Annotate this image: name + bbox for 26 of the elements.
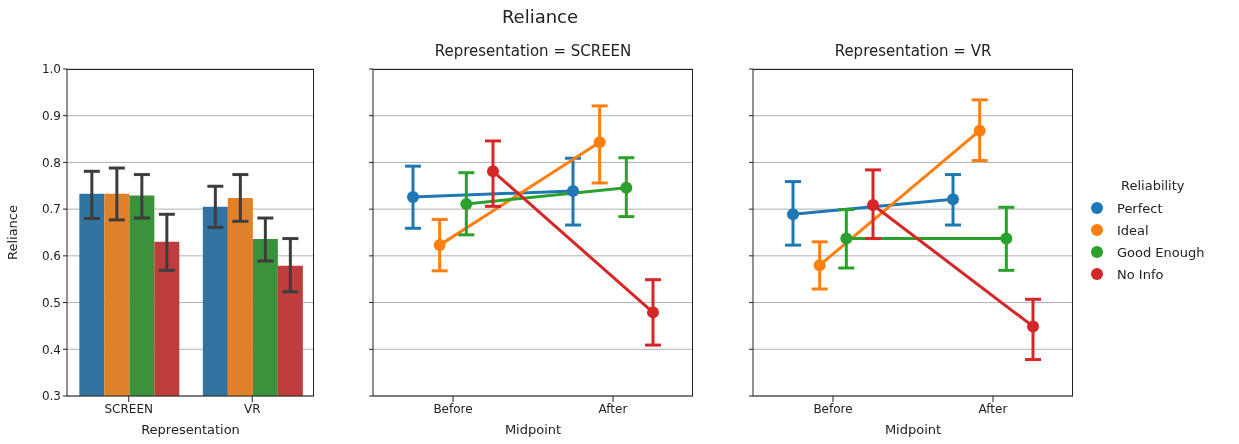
x-axis-title: Representation xyxy=(141,422,240,437)
legend-title: Reliability xyxy=(1121,178,1186,193)
x-axis-title: Midpoint xyxy=(504,422,562,437)
y-tick-label: 0.9 xyxy=(41,108,61,123)
x-tick-label: SCREEN xyxy=(104,401,153,416)
legend-label: Ideal xyxy=(1117,222,1149,238)
y-tick-label: 0.8 xyxy=(41,155,61,170)
y-tick-label: 0.4 xyxy=(41,342,61,357)
legend-label: Good Enough xyxy=(1117,244,1205,260)
chart-title: Representation = SCREEN xyxy=(433,42,633,60)
x-tick-label: Before xyxy=(813,401,853,416)
y-tick-label: 0.6 xyxy=(41,249,61,264)
y-axis-title: Reliance xyxy=(4,204,20,261)
text: Reliance xyxy=(500,6,580,27)
y-tick-label: 1.0 xyxy=(41,62,61,77)
x-tick-label: After xyxy=(598,401,628,416)
x-axis-title: Midpoint xyxy=(884,422,942,437)
y-tick-label: 0.7 xyxy=(41,202,61,217)
chart-title: Representation = VR xyxy=(833,42,993,60)
x-tick-label: After xyxy=(978,401,1008,416)
x-tick-label: Before xyxy=(433,401,473,416)
legend-label: Perfect xyxy=(1117,200,1163,216)
y-tick-label: 0.3 xyxy=(41,389,61,404)
y-tick-label: 0.5 xyxy=(41,295,61,310)
legend-label: No Info xyxy=(1117,266,1164,282)
x-tick-label: VR xyxy=(243,401,261,416)
